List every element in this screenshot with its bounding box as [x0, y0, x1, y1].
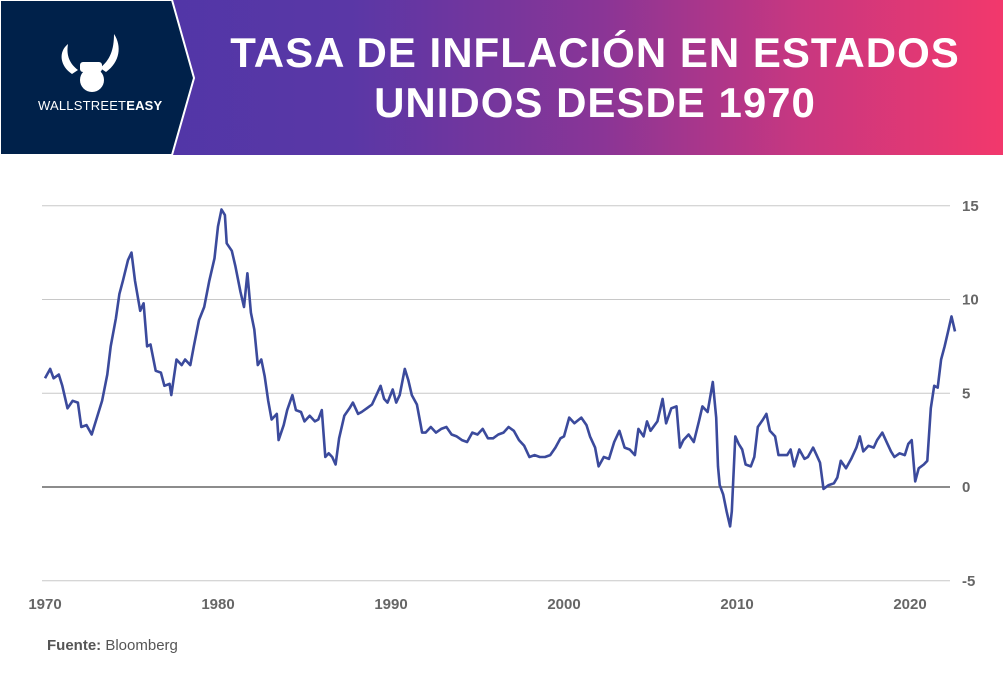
x-tick-label: 1970 [28, 596, 61, 613]
logo-text-bold: EASY [126, 98, 163, 113]
y-tick-label: 0 [962, 479, 970, 496]
grid-lines [42, 205, 950, 582]
x-tick-label: 2000 [547, 596, 580, 613]
source-value: Bloomberg [105, 637, 178, 654]
source-note: Fuente: Bloomberg [47, 637, 178, 654]
chart-title: TASA DE INFLACIÓN EN ESTADOS UNIDOS DESD… [200, 28, 990, 128]
logo-panel [0, 0, 196, 155]
logo-text-light: WALLSTREET [38, 98, 127, 113]
source-label: Fuente: [47, 637, 102, 654]
y-tick-label: 10 [962, 292, 979, 309]
y-tick-label: 5 [962, 385, 970, 402]
inflation-line-chart: 15 10 5 0 -5 1970 1980 1990 2000 2010 2020 [28, 198, 979, 613]
y-tick-label: -5 [962, 573, 975, 590]
title-line-1: TASA DE INFLACIÓN EN ESTADOS [230, 29, 960, 76]
series-line-inflation [43, 208, 957, 528]
x-tick-label: 2020 [893, 596, 926, 613]
logo-wordmark: WALLSTREETEASY [38, 98, 162, 113]
x-tick-label: 1980 [201, 596, 234, 613]
x-tick-label: 2010 [720, 596, 753, 613]
header-banner: WALLSTREETEASY TASA DE INFLACIÓN EN ESTA… [0, 0, 1003, 155]
y-tick-label: 15 [962, 198, 979, 215]
y-axis-ticks: 15 10 5 0 -5 [962, 198, 979, 590]
x-axis-ticks: 1970 1980 1990 2000 2010 2020 [28, 596, 926, 613]
bull-fist-logo-icon [61, 34, 119, 92]
x-tick-label: 1990 [374, 596, 407, 613]
title-line-2: UNIDOS DESDE 1970 [374, 79, 816, 126]
